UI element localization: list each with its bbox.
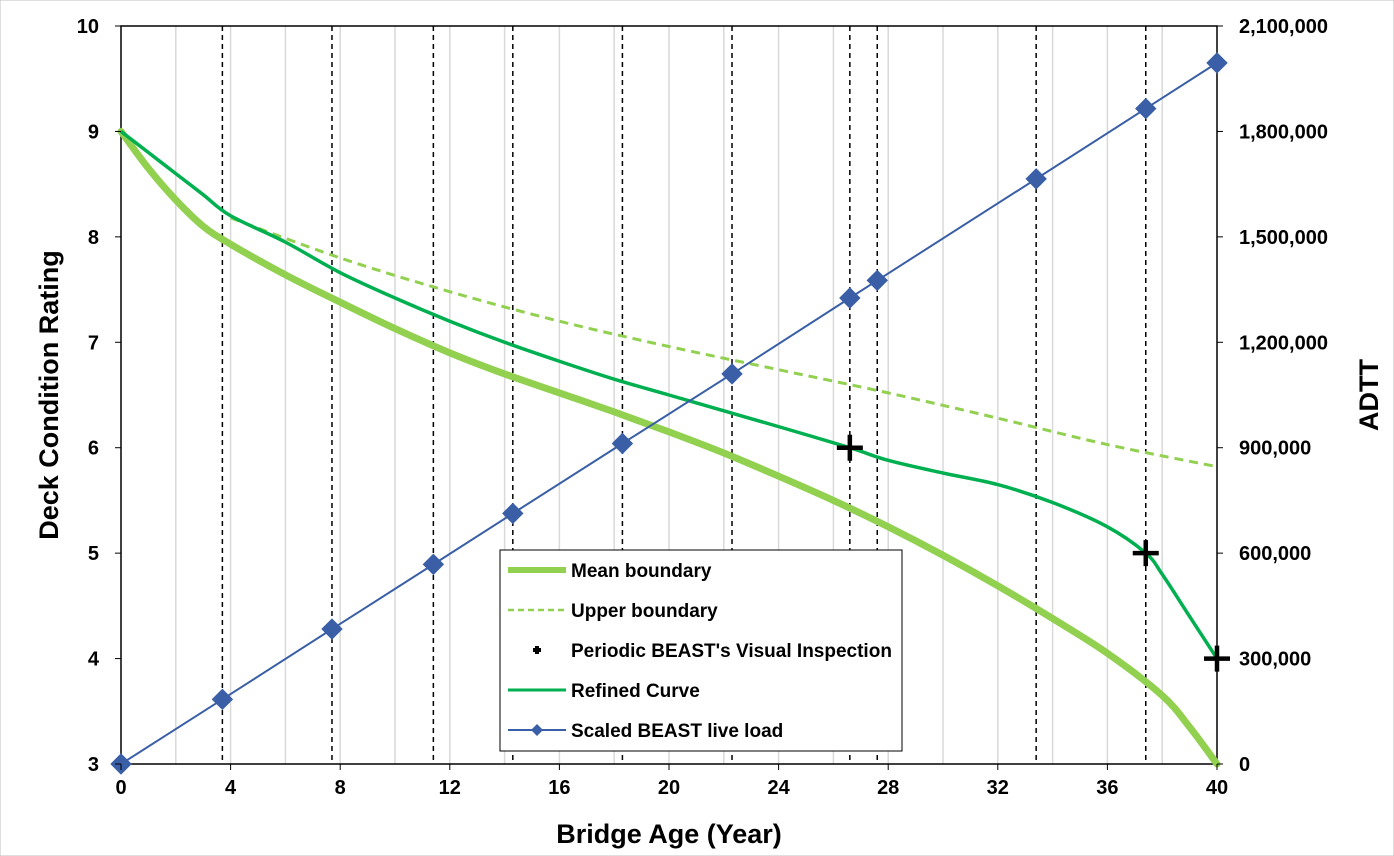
y2-tick-label: 0: [1239, 754, 1250, 776]
x-tick-label: 20: [658, 777, 680, 799]
x-tick-label: 8: [335, 777, 346, 799]
y-tick-label: 7: [88, 332, 99, 354]
x-tick-label: 40: [1206, 777, 1228, 799]
y2-tick-label: 1,200,000: [1239, 332, 1328, 354]
legend: Mean boundary Upper boundary Periodic BE…: [499, 549, 903, 752]
y2-tick-label: 1,500,000: [1239, 227, 1328, 249]
series-line-refined-curve: [119, 130, 1219, 660]
live-load-point: [611, 432, 634, 455]
y2-tick-label: 900,000: [1239, 438, 1311, 460]
live-load-point: [1206, 52, 1228, 74]
legend-label-live-load: Scaled BEAST live load: [571, 721, 783, 742]
x-axis-title: Bridge Age (Year): [556, 819, 782, 849]
live-load-point: [1135, 97, 1157, 120]
y-axis-title: Deck Condition Rating: [34, 250, 64, 540]
live-load-point: [839, 287, 861, 309]
series-line-live-load: [120, 62, 1218, 765]
live-load-point: [211, 688, 234, 711]
y2-tick-label: 2,100,000: [1239, 16, 1328, 38]
inspection-point: [836, 434, 863, 461]
series-line-mean-boundary: [117, 127, 1221, 768]
live-load-point: [721, 363, 743, 385]
y-tick-label: 4: [88, 649, 100, 671]
inspection-point: [1132, 540, 1159, 567]
x-tick-label: 16: [548, 777, 570, 799]
legend-swatch-live-load-diamond: [531, 724, 543, 736]
y-tick-label: 6: [88, 438, 99, 460]
x-tick-label: 32: [987, 777, 1009, 799]
x-tick-label: 28: [877, 777, 899, 799]
y2-tick-label: 600,000: [1239, 543, 1311, 565]
y-tick-label: 10: [77, 16, 99, 38]
live-load-point: [1025, 168, 1047, 190]
y-tick-label: 9: [88, 121, 99, 143]
axes-layer: 0 4 8 12 16 20 24 28 32 36 40 3 4 5 6 7 8 9 10 0 300,000 600,…: [77, 16, 1328, 799]
live-load-point: [502, 502, 524, 525]
series-line-upper-boundary: [230, 216, 1218, 469]
live-load-point: [422, 553, 445, 576]
series-layer: [110, 52, 1230, 775]
y-tick-label: 3: [88, 754, 99, 776]
live-load-point: [321, 618, 343, 640]
x-tick-label: 36: [1096, 777, 1118, 799]
y2-axis-title: ADTT: [1354, 359, 1384, 431]
legend-box: [499, 549, 903, 752]
legend-swatch-inspection-cross: [533, 646, 541, 654]
legend-label-upper-boundary: Upper boundary: [571, 601, 718, 622]
legend-label-inspection: Periodic BEAST's Visual Inspection: [571, 641, 892, 662]
y2-tick-label: 1,800,000: [1239, 121, 1328, 143]
x-tick-label: 0: [115, 777, 126, 799]
y-tick-label: 5: [88, 543, 99, 565]
y2-tick-label: 300,000: [1239, 649, 1311, 671]
y-tick-label: 8: [88, 227, 99, 249]
x-tick-label: 4: [225, 777, 237, 799]
live-load-point: [866, 269, 888, 292]
x-tick-label: 24: [767, 777, 790, 799]
legend-label-refined-curve: Refined Curve: [571, 681, 700, 702]
x-tick-label: 12: [439, 777, 461, 799]
legend-label-mean-boundary: Mean boundary: [571, 561, 712, 582]
